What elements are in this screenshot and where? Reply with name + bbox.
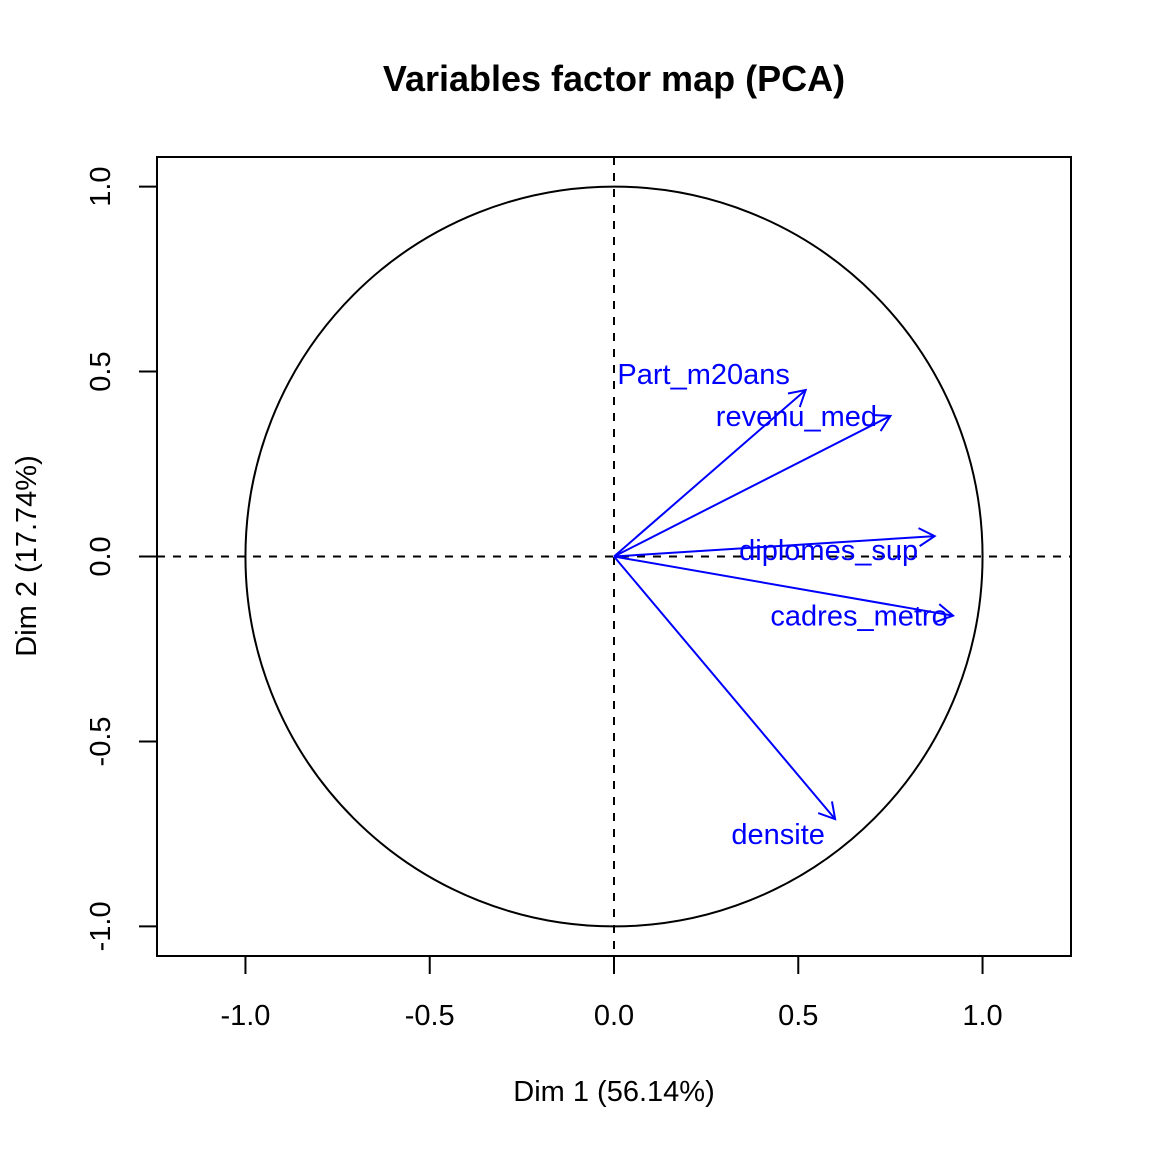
arrow-shaft — [613, 415, 891, 558]
x-tick-label: 0.5 — [778, 1000, 818, 1032]
variable-arrow-diplomes_sup: diplomes_sup — [613, 527, 937, 567]
x-tick-label: 1.0 — [962, 1000, 1002, 1032]
variable-label-revenu_med: revenu_med — [716, 401, 877, 433]
y-tick-label: 0.0 — [85, 536, 117, 576]
y-tick-label: -1.0 — [85, 901, 117, 951]
y-tick-label: 1.0 — [85, 166, 117, 206]
variable-arrow-cadres_metro: cadres_metro — [613, 555, 956, 633]
x-axis-label: Dim 1 (56.14%) — [513, 1076, 714, 1108]
arrow-head — [872, 413, 893, 432]
arrow-head — [787, 388, 808, 408]
y-axis-label: Dim 2 (17.74%) — [11, 455, 43, 656]
reference-lines — [157, 157, 1071, 956]
x-tick-label: -1.0 — [220, 1000, 270, 1032]
x-tick-label: 0.0 — [594, 1000, 634, 1032]
arrow-head — [935, 603, 956, 623]
arrow-shaft — [613, 535, 935, 558]
variable-label-cadres_metro: cadres_metro — [770, 601, 947, 633]
x-tick-label: -0.5 — [405, 1000, 455, 1032]
arrow-shaft — [613, 555, 836, 820]
y-axis: -1.0 -0.5 0.0 0.5 1.0 — [85, 166, 158, 951]
variable-label-Part_m20ans: Part_m20ans — [617, 359, 790, 391]
arrow-shaft — [613, 389, 807, 558]
variable-label-densite: densite — [731, 819, 825, 851]
variable-arrow-densite: densite — [613, 555, 837, 851]
x-axis: -1.0 -0.5 0.0 0.5 1.0 — [220, 955, 1003, 1032]
plot-area: Part_m20ans revenu_med diplomes_sup cadres_… — [156, 156, 1072, 957]
y-tick-label: -0.5 — [85, 716, 117, 766]
variable-arrow-revenu_med: revenu_med — [613, 401, 893, 558]
chart-title: Variables factor map (PCA) — [383, 58, 845, 99]
arrow-head — [817, 801, 837, 821]
variable-label-diplomes_sup: diplomes_sup — [739, 535, 918, 567]
variable-arrow-Part_m20ans: Part_m20ans — [613, 359, 808, 558]
y-tick-label: 0.5 — [85, 351, 117, 391]
arrow-shaft — [613, 555, 954, 617]
arrow-head — [918, 527, 937, 547]
